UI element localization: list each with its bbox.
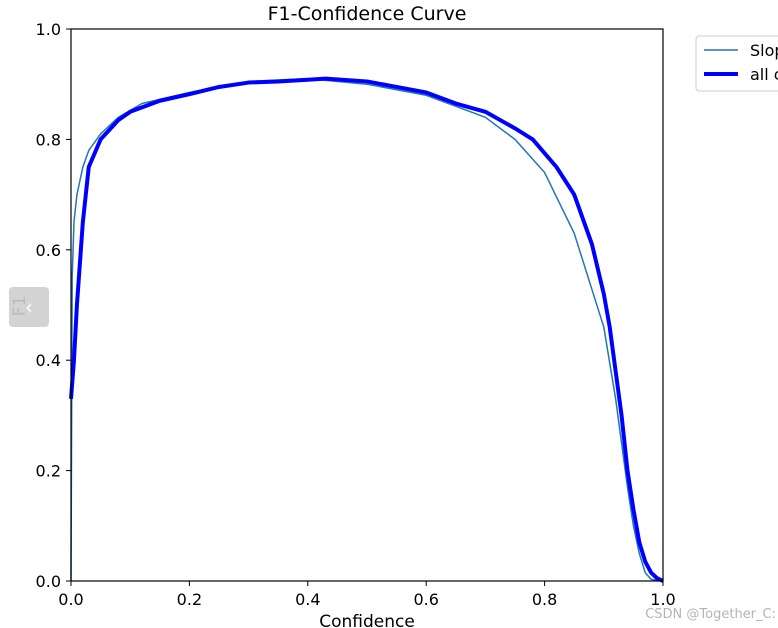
x-tick-label: 0.2: [177, 590, 202, 609]
y-tick-label: 1.0: [36, 20, 61, 39]
x-tick-label: 0.4: [295, 590, 320, 609]
x-tick-label: 1.0: [650, 590, 675, 609]
legend: Slop all c: [695, 35, 778, 92]
chart-title: F1-Confidence Curve: [268, 3, 467, 25]
plot-area-frame: [70, 28, 664, 582]
prev-image-button[interactable]: ‹: [9, 287, 49, 327]
plot-lines: [69, 76, 664, 583]
x-tick-label: 0.0: [58, 590, 83, 609]
x-tick-label: 0.6: [413, 590, 438, 609]
watermark: CSDN @Together_C:: [645, 607, 776, 622]
y-tick-label: 0.8: [36, 130, 61, 149]
x-axis-label: Confidence: [319, 612, 415, 628]
legend-label-all-classes: all c: [750, 65, 778, 84]
y-tick-label: 0.2: [36, 462, 61, 481]
legend-label-slop: Slop: [750, 41, 778, 60]
x-axis-ticks: 0.0 0.2 0.4 0.6 0.8 1.0: [58, 581, 676, 609]
chevron-left-icon: ‹: [25, 295, 33, 319]
y-axis-ticks: 0.0 0.2 0.4 0.6 0.8 1.0: [36, 20, 71, 591]
series-line-slop: [70, 77, 664, 582]
y-tick-label: 0.4: [36, 351, 61, 370]
y-tick-label: 0.6: [36, 241, 61, 260]
x-tick-label: 0.8: [532, 590, 557, 609]
y-tick-label: 0.0: [36, 572, 61, 591]
series-line-all-classes: [69, 76, 664, 583]
